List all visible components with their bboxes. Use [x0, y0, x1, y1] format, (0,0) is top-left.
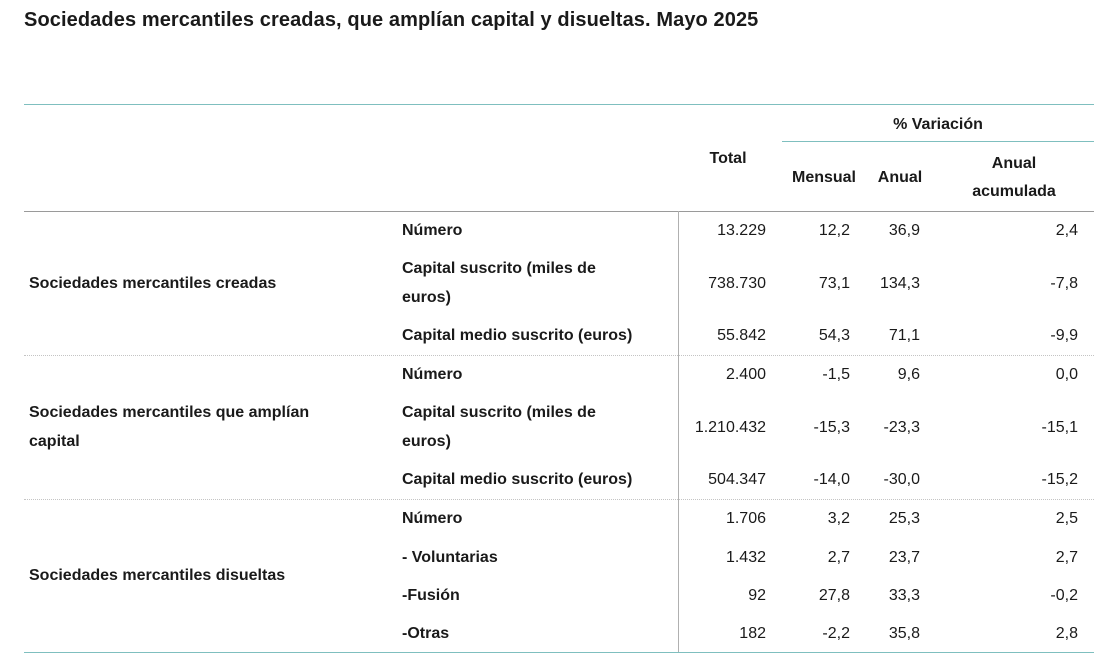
- cell-total: 2.400: [725, 366, 766, 383]
- header-anual-acumulada: Anual: [991, 155, 1037, 172]
- header-mensual: Mensual: [791, 169, 856, 186]
- cell-total: 92: [748, 586, 766, 604]
- column-divider: [678, 355, 679, 499]
- cell-mensual: 73,1: [818, 274, 850, 292]
- cell-anual: 23,7: [888, 548, 920, 566]
- cell-mensual: -2,2: [822, 624, 850, 642]
- cell-mensual: 3,2: [827, 510, 850, 527]
- group-label: Sociedades mercantiles disueltas: [29, 567, 286, 584]
- variacion-underline: [782, 141, 1094, 142]
- cell-anual-acumulada: 2,4: [1055, 222, 1078, 239]
- row-label: - Voluntarias: [402, 548, 498, 566]
- cell-total: 182: [739, 624, 766, 642]
- row-label: Número: [402, 510, 463, 527]
- cell-total: 55.842: [717, 327, 766, 344]
- cell-anual: -30,0: [883, 471, 920, 488]
- cell-anual-acumulada: 2,7: [1055, 548, 1078, 566]
- cell-anual: 25,3: [888, 510, 920, 527]
- cell-anual: 71,1: [888, 327, 920, 344]
- cell-anual-acumulada: 0,0: [1055, 366, 1078, 383]
- row-label: Capital medio suscrito (euros): [402, 327, 633, 344]
- header-bottom-rule: [24, 211, 1094, 212]
- row-label: Capital suscrito (miles de: [402, 260, 596, 277]
- cell-anual-acumulada: 2,5: [1055, 510, 1078, 527]
- cell-mensual: 54,3: [818, 327, 850, 344]
- group-label: Sociedades mercantiles creadas: [29, 274, 277, 292]
- header-anual: Anual: [877, 169, 923, 186]
- row-label: -Fusión: [402, 586, 460, 604]
- cell-mensual: 2,7: [827, 548, 850, 566]
- column-divider: [678, 211, 679, 355]
- cell-anual: 35,8: [888, 624, 920, 642]
- cell-total: 13.229: [717, 222, 766, 239]
- header-total: Total: [709, 150, 747, 167]
- row-label: Número: [402, 366, 463, 383]
- row-label-line2: euros): [402, 289, 451, 306]
- row-label: Capital medio suscrito (euros): [402, 471, 633, 488]
- table-title: Sociedades mercantiles creadas, que ampl…: [24, 9, 759, 31]
- cell-total: 504.347: [708, 471, 766, 488]
- cell-anual-acumulada: -15,1: [1041, 418, 1078, 436]
- group-label: Sociedades mercantiles que amplían: [29, 404, 310, 421]
- row-label-line2: euros): [402, 433, 451, 450]
- cell-total: 1.210.432: [694, 418, 766, 436]
- cell-anual-acumulada: -7,8: [1050, 274, 1078, 292]
- group-separator: [24, 499, 1094, 500]
- cell-anual: 33,3: [888, 586, 920, 604]
- row-label: -Otras: [402, 624, 450, 642]
- cell-anual: -23,3: [883, 418, 920, 436]
- table-bottom-rule: [24, 652, 1094, 653]
- group-label-line2: capital: [29, 433, 80, 450]
- cell-total: 1.706: [725, 510, 766, 527]
- cell-anual: 36,9: [888, 222, 920, 239]
- cell-anual-acumulada: -9,9: [1050, 327, 1078, 344]
- cell-anual-acumulada: 2,8: [1055, 624, 1078, 642]
- header-variacion: % Variación: [893, 116, 983, 133]
- cell-total: 1.432: [725, 548, 766, 566]
- column-divider: [678, 499, 679, 652]
- group-separator: [24, 355, 1094, 356]
- cell-anual: 134,3: [879, 274, 920, 292]
- cell-mensual: -1,5: [822, 366, 850, 383]
- row-label: Número: [402, 222, 463, 239]
- cell-anual-acumulada: -15,2: [1041, 471, 1078, 488]
- cell-mensual: -14,0: [813, 471, 850, 488]
- cell-anual-acumulada: -0,2: [1050, 586, 1078, 604]
- cell-anual: 9,6: [897, 366, 920, 383]
- cell-mensual: 12,2: [818, 222, 850, 239]
- cell-total: 738.730: [708, 274, 766, 292]
- row-label: Capital suscrito (miles de: [402, 404, 596, 421]
- header-anual-acumulada-line2: acumulada: [972, 183, 1056, 200]
- cell-mensual: -15,3: [813, 418, 850, 436]
- table-top-rule: [24, 104, 1094, 105]
- cell-mensual: 27,8: [818, 586, 850, 604]
